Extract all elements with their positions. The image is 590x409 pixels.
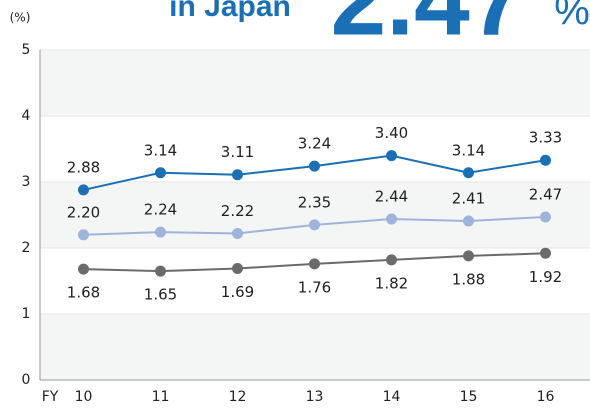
- data-label: 2.44: [375, 187, 408, 205]
- data-point: [155, 167, 166, 179]
- data-point: [155, 226, 166, 238]
- band: [40, 182, 590, 248]
- y-tick-label: 1: [22, 306, 31, 322]
- data-point: [78, 229, 89, 241]
- data-label: 1.68: [67, 284, 100, 302]
- x-tick-label: 15: [460, 389, 478, 405]
- data-point: [386, 213, 397, 225]
- data-point: [463, 215, 474, 227]
- data-point: [309, 258, 320, 270]
- data-label: 3.14: [144, 141, 177, 159]
- band: [40, 50, 590, 116]
- data-label: 1.65: [144, 286, 177, 304]
- data-point: [463, 167, 474, 179]
- y-tick-label: 4: [22, 108, 31, 124]
- x-tick-label: 12: [229, 389, 247, 405]
- data-label: 3.24: [298, 135, 331, 153]
- data-label: 2.24: [144, 201, 177, 219]
- y-tick-label: 0: [22, 372, 31, 388]
- y-tick-label: 5: [22, 42, 31, 58]
- data-point: [386, 150, 397, 162]
- chart-title: in Japan: [169, 0, 291, 23]
- data-label: 3.14: [452, 141, 485, 159]
- data-label: 1.88: [452, 270, 485, 288]
- data-point: [540, 154, 551, 166]
- data-label: 3.11: [221, 143, 254, 161]
- y-tick-label: 3: [22, 174, 31, 190]
- x-tick-label: 16: [537, 389, 555, 405]
- x-tick-label: 10: [75, 389, 93, 405]
- data-point: [309, 160, 320, 172]
- data-label: 3.40: [375, 124, 408, 142]
- x-tick-label: 14: [383, 389, 401, 405]
- data-label: 1.76: [298, 278, 331, 296]
- data-point: [232, 262, 243, 274]
- data-point: [463, 250, 474, 262]
- headline-value: 2.47: [331, 0, 526, 56]
- data-point: [155, 265, 166, 277]
- data-label: 2.35: [298, 193, 331, 211]
- data-label: 1.92: [529, 268, 562, 286]
- data-point: [232, 227, 243, 239]
- y-tick-label: 2: [22, 240, 31, 256]
- x-tick-label: 13: [306, 389, 324, 405]
- x-tick-label: 11: [152, 389, 170, 405]
- data-point: [78, 263, 89, 275]
- data-label: 2.22: [221, 202, 254, 220]
- data-label: 3.33: [529, 129, 562, 147]
- data-point: [540, 247, 551, 259]
- data-label: 2.41: [452, 189, 485, 207]
- y-axis-label: (%): [10, 11, 31, 25]
- data-label: 1.69: [221, 283, 254, 301]
- data-label: 2.20: [67, 203, 100, 221]
- data-point: [386, 254, 397, 266]
- data-label: 1.82: [375, 274, 408, 292]
- headline-unit: %: [554, 0, 590, 34]
- data-point: [309, 219, 320, 231]
- data-point: [232, 169, 243, 181]
- data-point: [540, 211, 551, 223]
- x-axis-label: FY: [42, 389, 59, 405]
- data-label: 2.47: [529, 185, 562, 203]
- band: [40, 314, 590, 380]
- data-label: 2.88: [67, 158, 100, 176]
- data-point: [78, 184, 89, 196]
